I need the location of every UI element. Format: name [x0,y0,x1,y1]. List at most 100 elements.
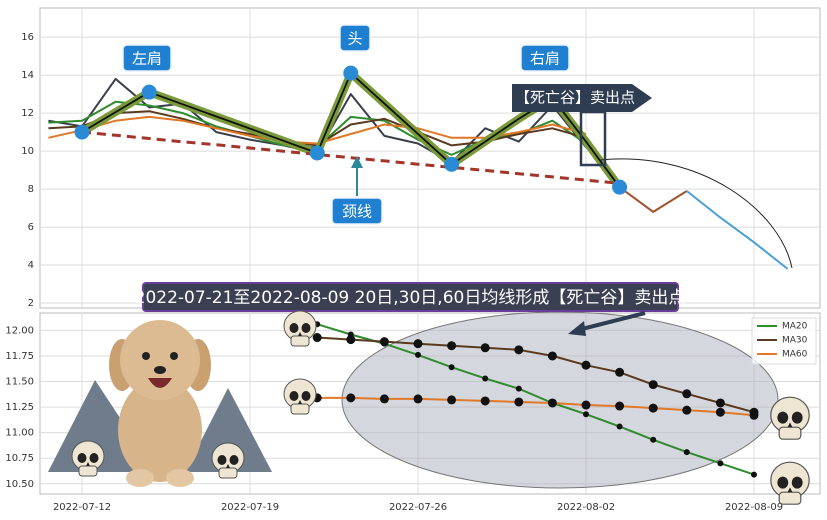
series-line [81,130,620,185]
mountain [185,388,272,472]
dog-head [120,320,200,400]
dog-body [118,378,202,482]
y-tick-label: 11.50 [5,377,34,388]
skull-icon [211,442,245,479]
skull-eye [791,411,803,424]
dog-mouth [148,378,172,388]
title-arrow [577,311,646,332]
x-tick-label: 2022-07-26 [389,502,447,513]
annotation-box [520,44,570,72]
y-tick-label: 10.75 [5,453,34,464]
point [581,360,591,370]
x-tick-label: 2022-08-09 [725,502,783,513]
point [312,333,322,343]
point [717,460,724,467]
skull-eye [777,411,789,424]
point [480,396,490,406]
dog-illustration [109,320,211,487]
point [648,403,658,413]
skull-eye [217,455,227,465]
point [346,393,356,403]
title-arrow-head [568,321,586,336]
point [682,405,692,415]
skull-icon [770,461,810,505]
series-line [316,323,755,476]
point [379,394,389,404]
skull-eye [229,455,239,465]
y-tick-label: 8 [28,184,34,195]
point [448,364,455,371]
skull-jaw [290,403,310,415]
point [482,375,489,382]
point [514,397,524,407]
skull-nose [787,487,793,493]
point [749,410,759,420]
skull-nose [298,400,302,404]
skull-jaw [778,426,802,440]
point [615,401,625,411]
annotation: 右肩 [530,50,560,68]
skull-nose [787,422,793,428]
dog-eye [170,352,178,360]
point [480,343,490,353]
point [547,351,557,361]
pattern-point [141,84,157,100]
annotation: 头 [347,30,362,48]
series-line [619,186,688,213]
legend-label: MA60 [782,350,808,360]
dog-paw [166,469,194,487]
point [515,385,522,392]
y-tick-label: 4 [28,260,34,271]
pattern-point [309,145,325,161]
skull-icon [283,310,317,347]
skull-eye [791,476,803,489]
annotation-box [122,44,172,72]
skull-nose [298,332,302,336]
skull-icon [770,396,810,440]
point [415,351,421,358]
point [715,407,725,417]
annotation: 左肩 [132,50,162,68]
point [379,337,389,347]
y-tick-label: 14 [21,70,34,81]
point [447,395,457,405]
point [615,367,625,377]
skull-eye [77,453,87,463]
point [413,394,423,404]
skull-jaw [218,467,238,479]
point [751,471,757,478]
skull-icon [283,378,317,415]
y-tick-label: 12 [21,108,34,119]
skull-jaw [778,491,802,505]
y-tick-label: 10 [21,146,34,157]
skull-nose [226,464,230,468]
chart-title: 2022-07-21至2022-08-09 20日,30日,60日均线形成【死亡… [135,288,686,308]
title-box [142,282,679,312]
y-tick-label: 11.00 [5,428,34,439]
skull-icon [71,440,105,477]
point [346,335,356,345]
skull-jaw [78,465,98,477]
dog-paw [126,469,154,487]
annotation: 颈线 [342,203,372,221]
pattern-point [444,156,460,172]
y-tick-label: 12.00 [5,325,34,336]
skull-eye [301,323,311,333]
x-tick-label: 2022-07-12 [53,502,111,513]
skull-eye [301,391,311,401]
y-tick-label: 10.50 [5,479,34,490]
sell-arrow [512,84,652,112]
projection-arc [599,158,793,269]
annotation-box [331,197,383,225]
point [583,411,589,418]
point [648,380,658,390]
point [650,436,657,443]
series-line [317,336,755,414]
neck-pointer-head [351,156,363,168]
y-tick-label: 11.75 [5,351,34,362]
skull-eye [777,476,789,489]
pattern-point [343,65,359,81]
y-tick-label: 11.25 [5,402,34,413]
point [413,339,423,349]
